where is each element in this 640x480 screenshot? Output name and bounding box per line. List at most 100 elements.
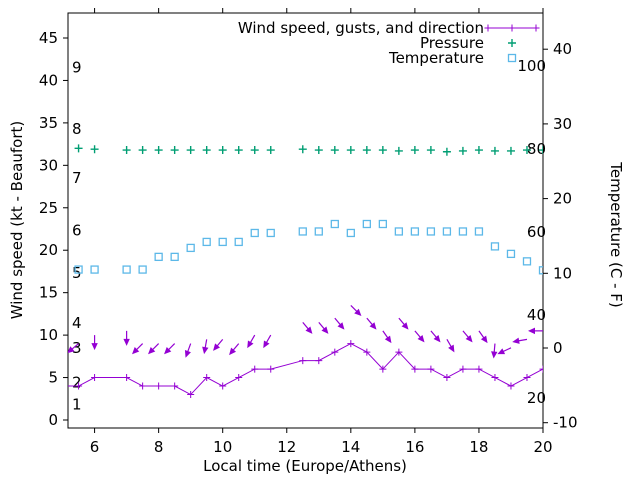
wind-arrow-head bbox=[91, 343, 98, 351]
wind-arrow-head bbox=[354, 308, 362, 317]
x-tick-label: 14 bbox=[341, 438, 360, 456]
wind-arrow-head bbox=[480, 335, 488, 344]
wind-point bbox=[187, 391, 195, 399]
temperature-point bbox=[218, 237, 227, 247]
wind-arrow-head bbox=[491, 351, 498, 359]
pressure-point bbox=[522, 146, 531, 155]
y-left-axis-title: Wind speed (kt - Beaufort) bbox=[8, 121, 26, 320]
wind-point bbox=[523, 374, 531, 382]
wind-arrow bbox=[491, 343, 498, 359]
wind-arrow bbox=[91, 335, 98, 351]
pressure-point bbox=[122, 146, 131, 155]
legend-label: Wind speed, gusts, and direction bbox=[238, 19, 484, 37]
wind-arrow bbox=[123, 330, 130, 346]
temperature-point bbox=[522, 257, 532, 266]
pressure-point bbox=[266, 146, 275, 155]
y-right-tick-label: 40 bbox=[553, 40, 572, 58]
temperature-point bbox=[410, 227, 420, 236]
x-tick-label: 18 bbox=[469, 438, 488, 456]
temperature-point bbox=[154, 252, 163, 262]
wind-arrow-head bbox=[229, 347, 237, 356]
wind-point bbox=[75, 382, 83, 390]
pressure-point bbox=[474, 146, 483, 155]
wind-point bbox=[59, 383, 66, 390]
wind-arrow-head bbox=[247, 340, 254, 349]
temperature-point bbox=[362, 219, 371, 229]
y-left-tick-label: 15 bbox=[39, 284, 58, 302]
y-left-tick-label: 10 bbox=[39, 326, 58, 344]
temperature-point bbox=[506, 249, 516, 259]
pressure-point bbox=[362, 146, 371, 155]
axis-ticks bbox=[63, 8, 548, 433]
wind-point bbox=[299, 357, 307, 365]
wind-arrow bbox=[512, 337, 528, 344]
beaufort-label: 2 bbox=[72, 374, 82, 392]
pressure-point bbox=[458, 146, 467, 155]
wind-point bbox=[491, 374, 499, 382]
axis-titles: Local time (Europe/Athens) Wind speed (kt… bbox=[8, 121, 625, 475]
y-left-tick-label: 25 bbox=[39, 199, 58, 217]
temperature-point bbox=[266, 228, 275, 238]
wind-arrow-head bbox=[384, 335, 392, 344]
pressure-point bbox=[426, 146, 435, 155]
wind-point bbox=[411, 365, 419, 373]
temperature-series bbox=[74, 219, 543, 275]
y-left-tick-label: 20 bbox=[39, 241, 58, 259]
wind-point bbox=[315, 357, 323, 365]
wind-arrow bbox=[382, 330, 392, 344]
pressure-point bbox=[394, 146, 403, 155]
temperature-point bbox=[394, 227, 404, 236]
x-tick-label: 20 bbox=[533, 438, 552, 456]
x-axis-title: Local time (Europe/Athens) bbox=[203, 457, 407, 475]
wind-arrow-head bbox=[497, 348, 506, 355]
wind-arrow bbox=[334, 317, 345, 330]
wind-arrow-head bbox=[465, 334, 473, 343]
y-right-tick-label: 0 bbox=[553, 339, 563, 357]
wind-point bbox=[91, 374, 99, 382]
legend-sample-plus bbox=[532, 24, 540, 32]
pressure-point bbox=[234, 146, 243, 155]
wind-point bbox=[347, 340, 355, 348]
temperature-point bbox=[346, 228, 355, 238]
wind-arrow bbox=[497, 347, 512, 355]
legend-sample-plus bbox=[508, 39, 516, 47]
wind-arrow-head bbox=[512, 337, 520, 344]
fahrenheit-label: 100 bbox=[517, 57, 546, 75]
pressure-point bbox=[250, 146, 259, 155]
fahrenheit-label: 20 bbox=[527, 389, 546, 407]
x-tick-label: 12 bbox=[277, 438, 296, 456]
wind-arrow-head bbox=[417, 334, 425, 343]
temperature-point bbox=[202, 237, 211, 247]
wind-arrow-head bbox=[448, 344, 455, 353]
pressure-point bbox=[186, 146, 195, 155]
y-left-tick-label: 40 bbox=[39, 71, 58, 89]
wind-arrow bbox=[430, 330, 441, 343]
wind-arrow bbox=[68, 343, 79, 354]
pressure-point bbox=[539, 146, 543, 155]
temperature-point bbox=[298, 227, 307, 236]
pressure-point bbox=[490, 146, 499, 155]
temperature-point bbox=[186, 243, 195, 253]
fahrenheit-label: 80 bbox=[527, 140, 546, 158]
x-tick-label: 6 bbox=[90, 438, 100, 456]
wind-point bbox=[427, 365, 435, 373]
wind-arrow bbox=[229, 343, 240, 356]
legend-sample-square bbox=[507, 53, 517, 63]
y-right-tick-label: 30 bbox=[553, 115, 572, 133]
wind-point bbox=[331, 348, 339, 356]
legend-label: Temperature bbox=[388, 49, 484, 67]
pressure-point bbox=[170, 146, 179, 155]
legend: Wind speed, gusts, and directionPressure… bbox=[238, 19, 540, 67]
beaufort-label: 9 bbox=[72, 59, 82, 77]
pressure-point bbox=[218, 146, 227, 155]
wind-point bbox=[507, 382, 515, 390]
wind-arrow bbox=[398, 317, 409, 330]
wind-arrow bbox=[263, 334, 272, 349]
legend-sample-plus bbox=[508, 24, 516, 32]
wind-point bbox=[219, 382, 227, 390]
temperature-point bbox=[426, 227, 436, 236]
temperature-point bbox=[474, 227, 484, 236]
wind-speed-series bbox=[59, 340, 543, 399]
y-left-tick-label: 35 bbox=[39, 114, 58, 132]
